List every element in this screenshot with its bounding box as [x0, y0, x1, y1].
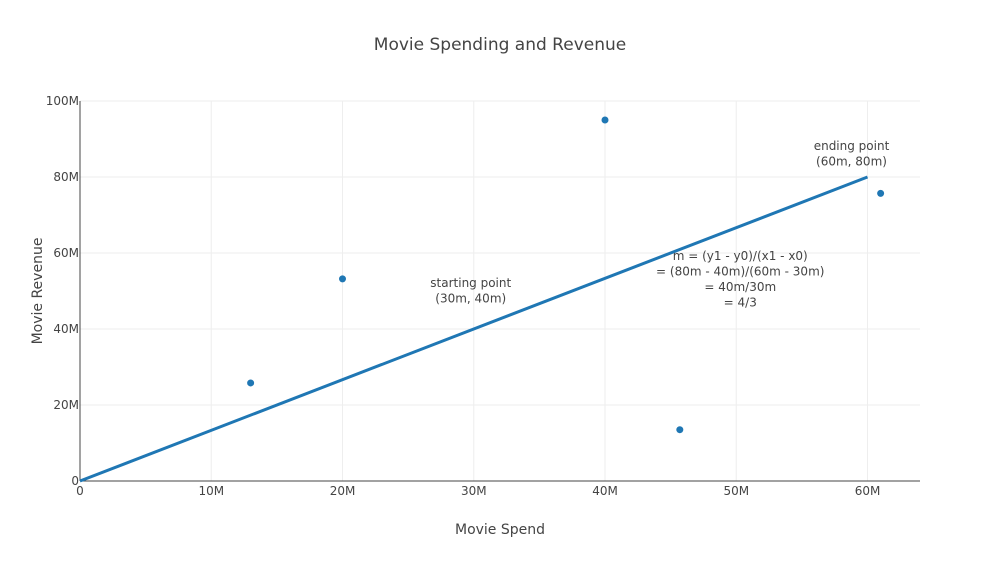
data-point [601, 116, 609, 124]
grid [80, 100, 920, 481]
x-tick-label: 60M [855, 484, 881, 498]
y-tick-label: 100M [46, 94, 79, 108]
chart-title: Movie Spending and Revenue [374, 35, 626, 55]
x-tick-label: 40M [592, 484, 618, 498]
data-point [676, 426, 684, 434]
x-tick-label: 20M [330, 484, 356, 498]
y-tick-label: 0 [71, 474, 79, 488]
annotation-text: ending point [814, 139, 890, 153]
trend-line-layer [79, 175, 869, 483]
data-point [877, 189, 885, 197]
x-tick-label: 30M [461, 484, 487, 498]
y-tick-label: 80M [53, 170, 79, 184]
annotation-text: (60m, 80m) [816, 155, 887, 169]
x-tick-label: 0 [76, 484, 84, 498]
annotation-text: starting point [430, 276, 511, 290]
x-tick-label: 10M [198, 484, 224, 498]
x-axis-title: Movie Spend [455, 522, 545, 538]
y-axis-title: Movie Revenue [30, 238, 46, 345]
annotation-text: (30m, 40m) [435, 292, 506, 306]
annotation-text: = 40m/30m [704, 280, 776, 294]
trend-line [79, 175, 869, 483]
annotation-text: = (80m - 40m)/(60m - 30m) [656, 265, 824, 279]
data-point [339, 275, 346, 283]
annotation-text: m = (y1 - y0)/(x1 - x0) [673, 249, 808, 263]
axes: 0 10M 20M 30M 40M 50M 60M 0 20M 40M 60M 80M 100M [46, 94, 920, 498]
y-tick-label: 40M [53, 322, 79, 336]
y-tick-label: 60M [53, 246, 79, 260]
data-points [247, 116, 885, 434]
data-point [247, 379, 255, 387]
annotations: starting point (30m, 40m) ending point (60m… [430, 139, 889, 310]
x-tick-label: 50M [723, 484, 749, 498]
annotation-text: = 4/3 [724, 296, 757, 310]
y-tick-label: 20M [53, 398, 79, 412]
